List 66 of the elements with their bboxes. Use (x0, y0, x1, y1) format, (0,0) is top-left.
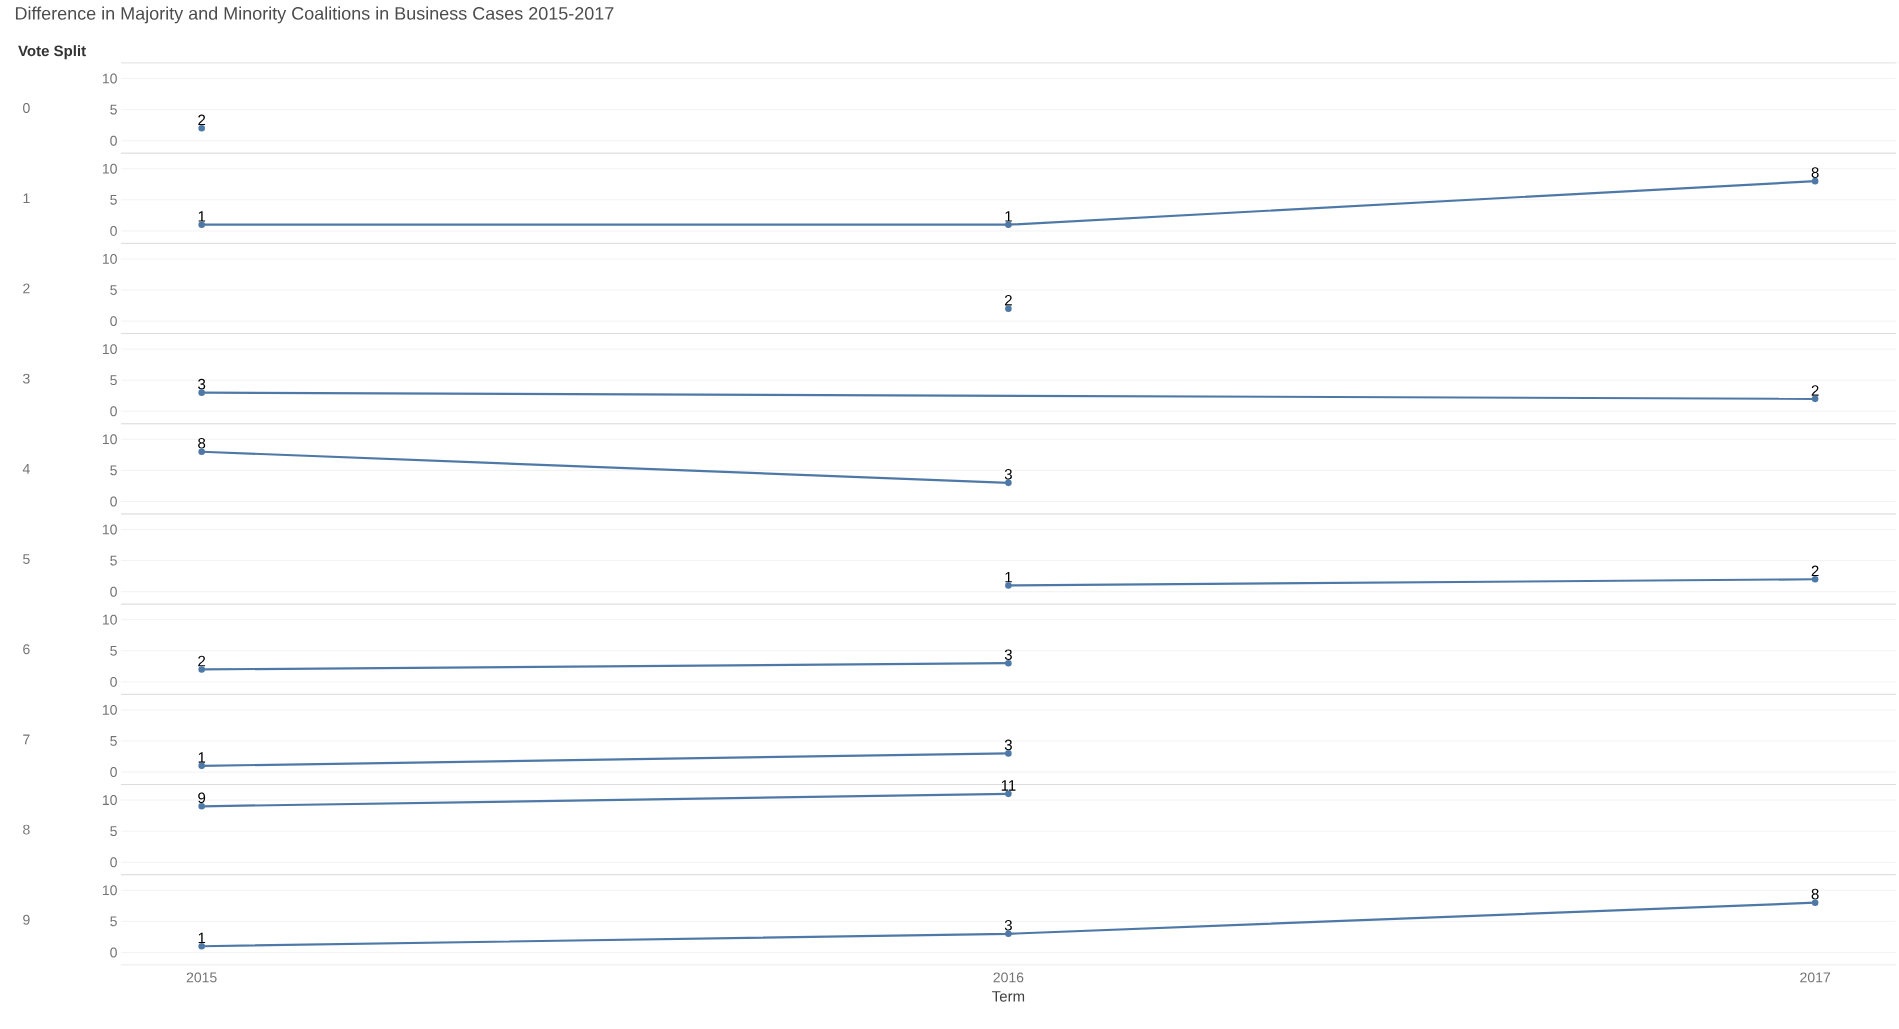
data-label: 2 (1811, 385, 1819, 396)
y-tick-label: 0 (110, 857, 117, 868)
y-tick-label: 5 (110, 285, 117, 295)
x-tick-label: 2016 (993, 972, 1024, 983)
y-tick-label: 0 (110, 135, 117, 146)
y-axis-title: 4 (22, 464, 30, 474)
data-label: 11 (1001, 780, 1016, 791)
y-axis-title: 8 (23, 824, 30, 835)
y-tick-label: 10 (102, 254, 117, 264)
y-tick-label: 0 (110, 947, 117, 958)
y-axis-title: 3 (23, 373, 30, 384)
y-tick-label: 10 (102, 795, 117, 806)
y-axis-title: 2 (23, 283, 30, 294)
y-tick-label: 5 (110, 375, 117, 386)
y-tick-label: 5 (110, 465, 117, 476)
data-label: 3 (1004, 739, 1012, 751)
y-tick-label: 5 (110, 826, 117, 837)
y-tick-label: 0 (110, 496, 117, 507)
data-label: 1 (198, 752, 206, 763)
text: Vote Split (18, 45, 86, 60)
y-tick-label: 10 (102, 434, 117, 445)
data-label: 1 (1005, 572, 1012, 583)
y-tick-label: 5 (110, 194, 117, 205)
y-tick-label: 10 (102, 163, 117, 174)
y-tick-label: 0 (110, 316, 117, 327)
data-label: 2 (1811, 565, 1819, 577)
data-label: 3 (198, 378, 206, 390)
y-tick-label: 10 (102, 704, 117, 715)
y-tick-label: 0 (110, 406, 117, 417)
data-label: 8 (1811, 888, 1819, 900)
y-axis-title: 0 (23, 103, 30, 114)
y-tick-label: 5 (110, 104, 117, 115)
y-axis-title: 1 (23, 193, 30, 204)
data-label: 2 (1004, 295, 1012, 306)
x-tick-label: 2015 (186, 972, 217, 983)
y-tick-label: 0 (110, 586, 117, 597)
y-tick-label: 10 (102, 524, 117, 535)
y-tick-label: 0 (110, 767, 117, 778)
data-label: 8 (1811, 167, 1819, 179)
y-tick-label: 10 (102, 344, 117, 355)
chart-title: Difference in Majority and Minority Coalitions in Business Cases 2015-2017 (15, 6, 614, 24)
x-axis-title: Term (992, 991, 1025, 1002)
y-tick-label: 0 (110, 676, 117, 687)
y-tick-label: 5 (110, 916, 117, 927)
y-axis-title: 7 (23, 734, 30, 745)
y-tick-label: 10 (102, 614, 117, 625)
data-label: 3 (1004, 469, 1012, 480)
y-tick-label: 0 (110, 226, 117, 236)
y-axis-title: 6 (23, 644, 30, 655)
y-tick-label: 10 (102, 73, 117, 84)
x-tick-label: 2017 (1800, 972, 1830, 983)
data-label: 2 (198, 114, 206, 126)
y-tick-label: 10 (102, 885, 117, 896)
data-label: 9 (198, 792, 206, 804)
data-label: 1 (198, 932, 206, 944)
y-tick-label: 5 (110, 645, 117, 656)
data-label: 3 (1004, 920, 1012, 931)
y-tick-label: 5 (110, 736, 117, 746)
y-tick-label: 5 (110, 555, 117, 566)
data-label: 1 (1005, 211, 1012, 222)
data-label: 8 (198, 437, 206, 449)
data-label: 3 (1004, 649, 1012, 661)
data-label: 1 (198, 211, 206, 222)
y-axis-title: 5 (23, 554, 30, 564)
data-label: 2 (198, 655, 206, 667)
y-axis-title: 9 (23, 914, 30, 925)
